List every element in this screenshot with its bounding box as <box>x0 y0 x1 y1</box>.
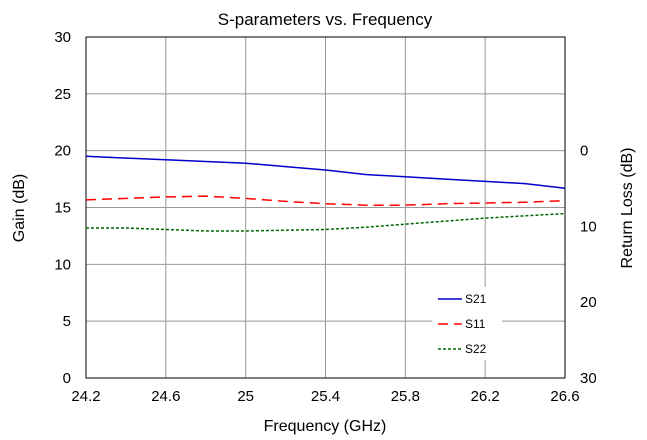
legend: S21 S11 S22 <box>432 287 502 360</box>
x-tick-label: 26.2 <box>471 388 500 405</box>
y-tick-label: 10 <box>54 256 71 273</box>
x-tick-label: 25 <box>237 388 254 405</box>
x-tick-label: 25.4 <box>311 388 340 405</box>
series-line-s21 <box>85 155 566 189</box>
series-layer <box>85 155 566 232</box>
y-tick-label: 25 <box>54 86 71 103</box>
x-tick-label: 24.6 <box>151 388 180 405</box>
y-tick-label: 15 <box>54 200 71 217</box>
x-tick-label: 24.2 <box>71 388 100 405</box>
legend-label-s21: S21 <box>465 292 487 306</box>
legend-label-s11: S11 <box>465 317 486 331</box>
y-tick-label: 5 <box>63 313 71 330</box>
y2-axis-label: Return Loss (dB) <box>619 148 636 269</box>
ticks-layer: 24.2 24.6 25 25.4 25.8 26.2 26.6 0 5 10 15 20 25 30 0 1… <box>54 29 596 405</box>
plot-frame <box>85 36 566 379</box>
x-axis-label: Frequency (GHz) <box>264 418 387 435</box>
x-tick-label: 26.6 <box>550 388 579 405</box>
y-tick-label: 30 <box>54 29 71 46</box>
y-tick-label: 20 <box>54 143 71 160</box>
y-tick-label: 0 <box>63 370 71 387</box>
y2-tick-label: 20 <box>580 294 597 311</box>
legend-label-s22: S22 <box>465 342 487 356</box>
y2-tick-label: 30 <box>580 370 597 387</box>
x-tick-label: 25.8 <box>391 388 420 405</box>
y2-tick-label: 0 <box>580 143 588 160</box>
chart-title: S-parameters vs. Frequency <box>218 10 433 29</box>
y-axis-label: Gain (dB) <box>11 174 28 242</box>
y2-tick-label: 10 <box>580 218 597 235</box>
